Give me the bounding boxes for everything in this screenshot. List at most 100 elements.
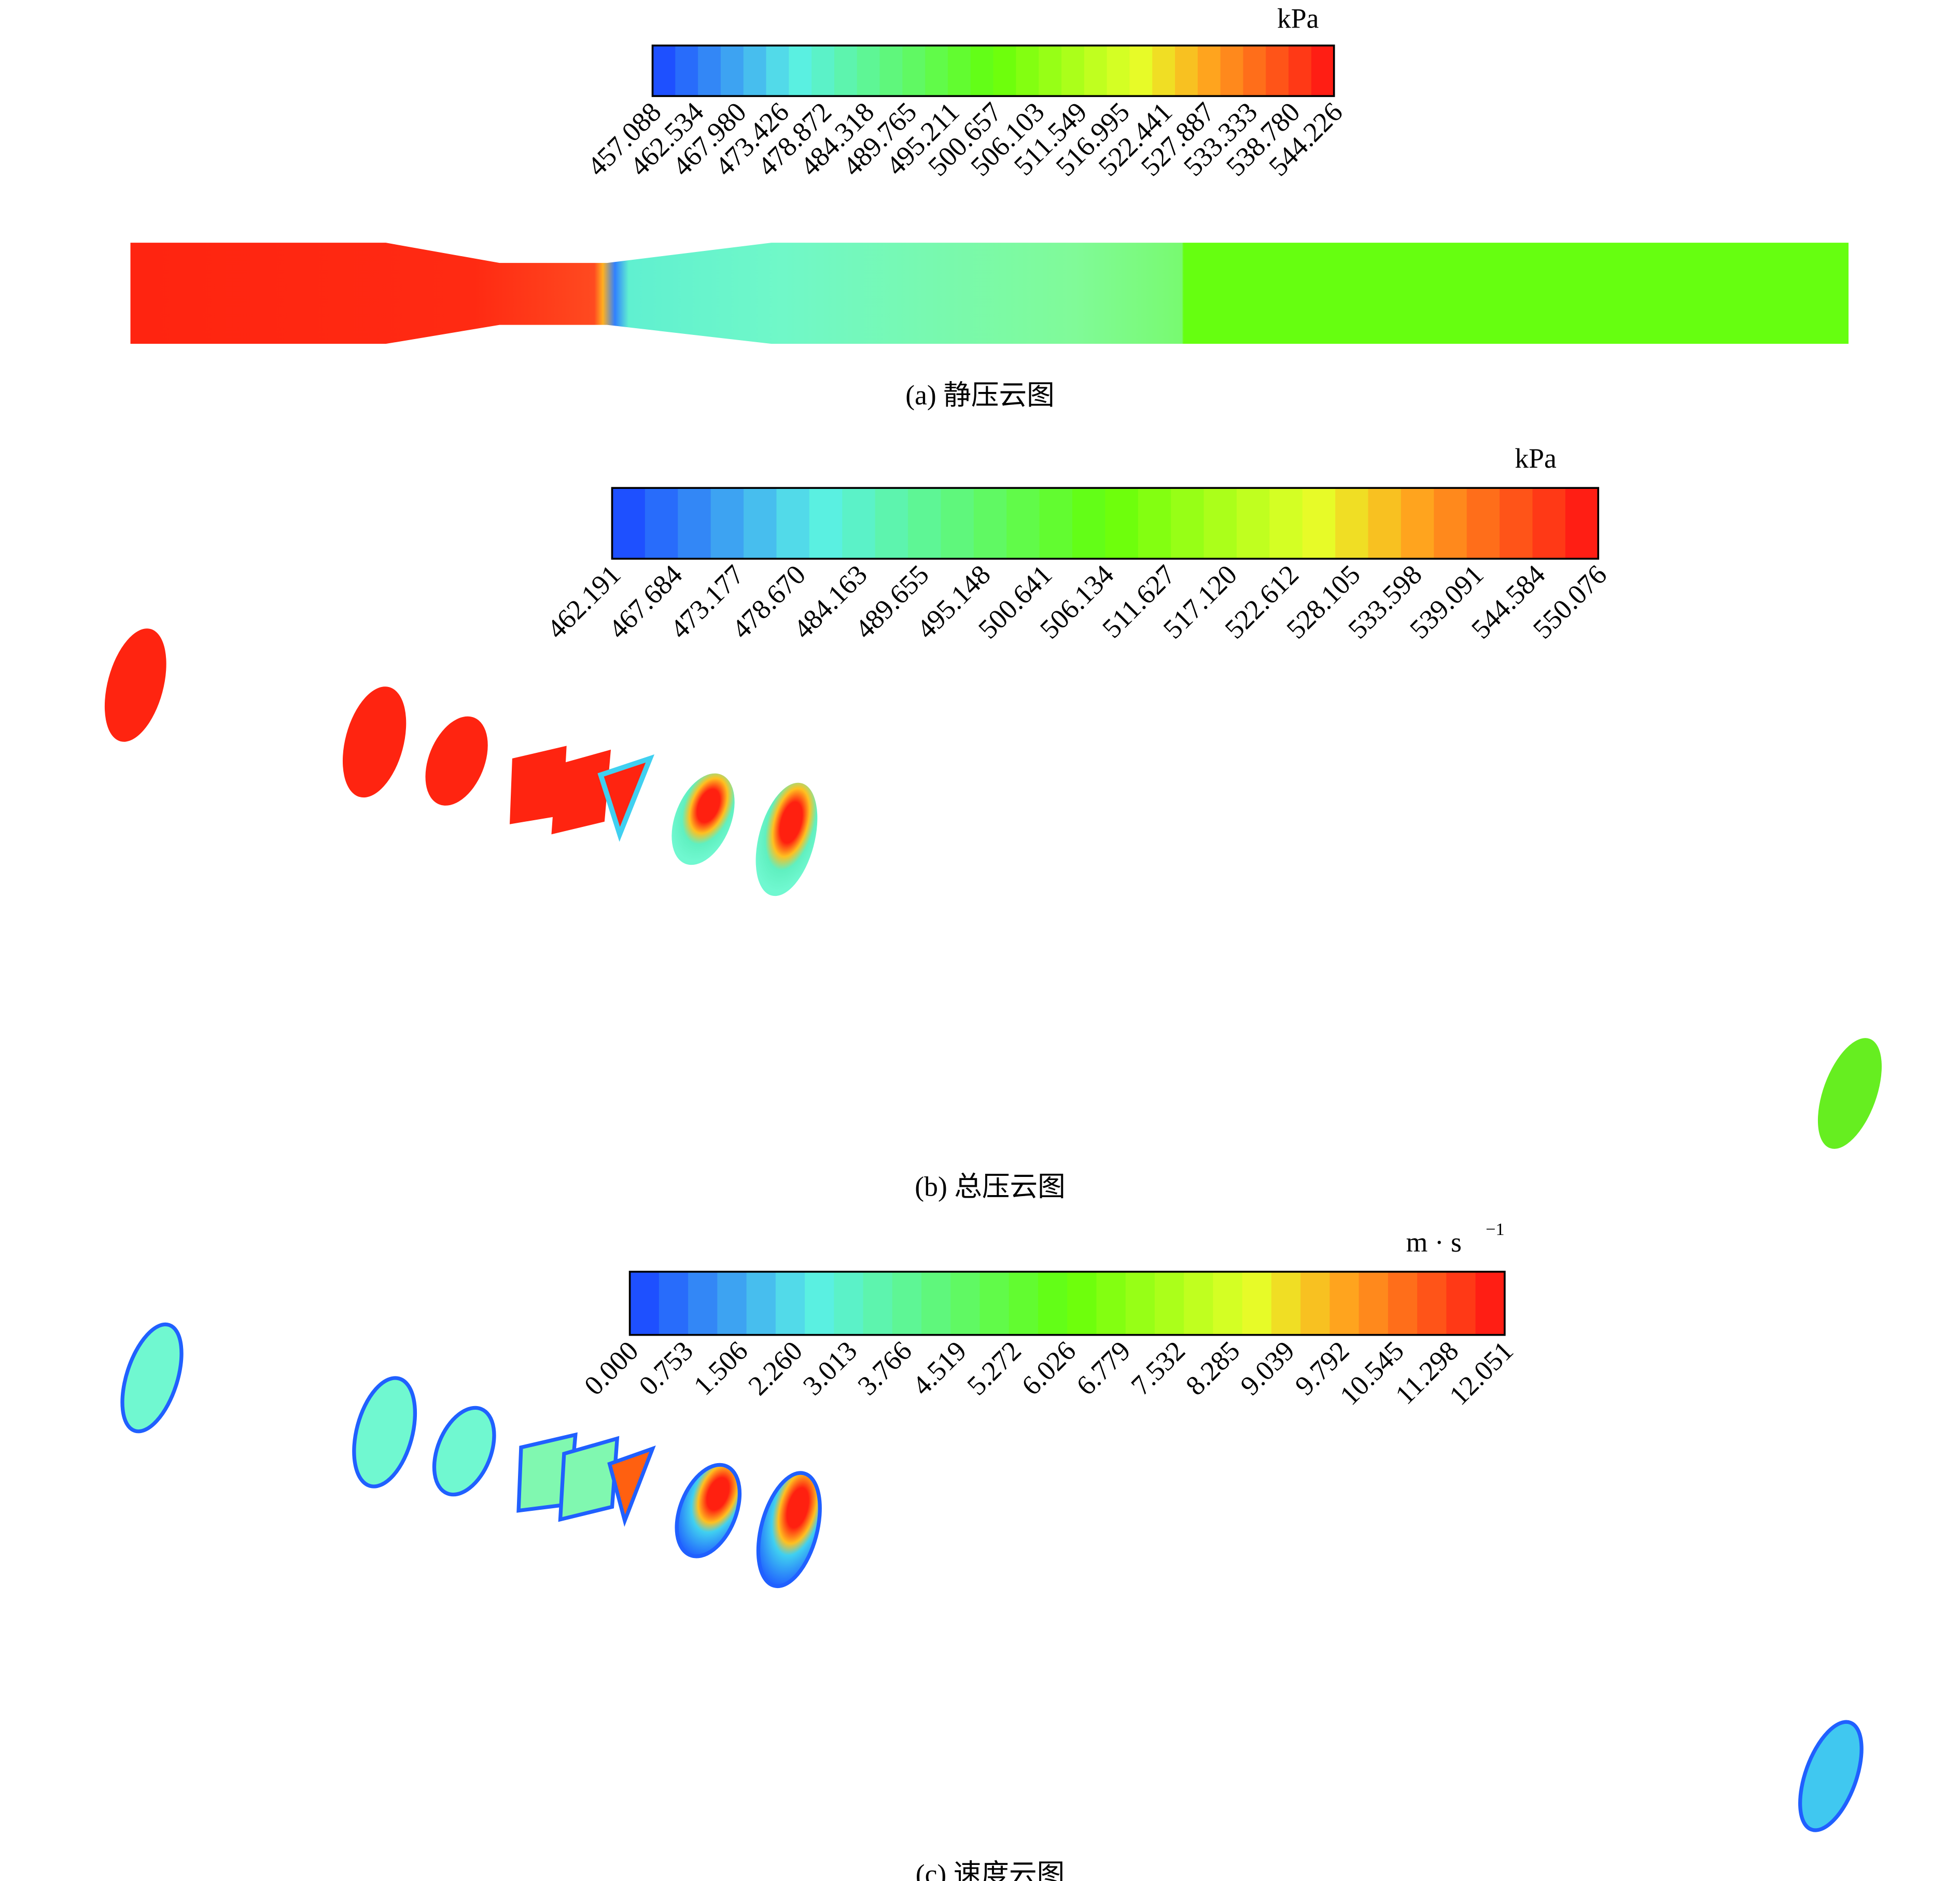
colorbar-step [1220, 45, 1244, 96]
colorbar-step [809, 488, 843, 559]
colorbar-step [1061, 45, 1085, 96]
colorbar-step [947, 45, 972, 96]
colorbar-step [1072, 488, 1106, 559]
colorbar-step [629, 1271, 660, 1335]
colorbar-step [1197, 45, 1221, 96]
colorbar-step [743, 45, 767, 96]
colorbar-step [979, 1271, 1010, 1335]
colorbar-step [842, 488, 876, 559]
colorbar-step [1084, 45, 1108, 96]
colorbar-label: 4.519 [906, 1335, 973, 1401]
colorbar-step [678, 488, 711, 559]
colorbar-step [717, 1271, 747, 1335]
colorbar-step [1368, 488, 1402, 559]
caption: (a) 静压云图 [905, 380, 1054, 411]
colorbar-step [834, 1271, 864, 1335]
colorbar-step [1213, 1271, 1243, 1335]
colorbar-step [659, 1271, 689, 1335]
colorbar-step [1359, 1271, 1389, 1335]
colorbar-step [675, 45, 699, 96]
total-pressure-sections [104, 628, 1882, 1149]
colorbar-step [1125, 1271, 1156, 1335]
colorbar-step [970, 45, 994, 96]
colorbar-step [766, 45, 790, 96]
caption: (c) 速度云图 [916, 1859, 1065, 1881]
colorbar-step [1242, 1271, 1272, 1335]
colorbar-step [1038, 1271, 1068, 1335]
colorbar-step [925, 45, 949, 96]
colorbar-step [1154, 1271, 1185, 1335]
unit: m · s [1406, 1227, 1462, 1258]
colorbar-step [1107, 45, 1130, 96]
colorbar-step [744, 488, 777, 559]
colorbar-step [811, 45, 835, 96]
colorbar-step [1466, 488, 1501, 559]
colorbar-label: 9.039 [1234, 1335, 1300, 1401]
colorbar-step [993, 45, 1017, 96]
colorbar-step [746, 1271, 777, 1335]
colorbar-step [1269, 488, 1303, 559]
colorbar-step [863, 1271, 893, 1335]
colorbar-step [875, 488, 909, 559]
colorbar-step [857, 45, 880, 96]
colorbar-step [775, 1271, 806, 1335]
colorbar-step [834, 45, 858, 96]
colorbar-step [1434, 488, 1467, 559]
colorbar-label: 7.532 [1125, 1335, 1191, 1401]
colorbar-step [1329, 1271, 1360, 1335]
caption: (b) 总压云图 [915, 1171, 1065, 1202]
colorbar-step [1039, 45, 1062, 96]
colorbar-step [908, 488, 942, 559]
colorbar-step [1039, 488, 1073, 559]
colorbar-label: 6.026 [1015, 1335, 1082, 1401]
colorbar-step [652, 45, 676, 96]
colorbar-step [720, 45, 744, 96]
colorbar-step [902, 45, 926, 96]
colorbar-step [892, 1271, 922, 1335]
colorbar-step [776, 488, 810, 559]
colorbar-step [1532, 488, 1566, 559]
colorbar-step [1105, 488, 1139, 559]
colorbar-frame [628, 1270, 1506, 1336]
colorbar-step [1401, 488, 1435, 559]
colorbar-step [973, 488, 1007, 559]
colorbar-step [1138, 488, 1172, 559]
colorbar-step [698, 45, 722, 96]
colorbar-step [1446, 1271, 1476, 1335]
colorbar-step [941, 488, 975, 559]
colorbar-step [1388, 1271, 1418, 1335]
colorbar-step [1243, 45, 1267, 96]
colorbar-step [1417, 1271, 1447, 1335]
colorbar-step [1311, 45, 1335, 96]
colorbar-step [789, 45, 813, 96]
pipe-contour [130, 243, 1849, 344]
colorbar-step [1067, 1271, 1097, 1335]
colorbar-step [1203, 488, 1238, 559]
unit: kPa [1277, 3, 1319, 34]
colorbar-frame [651, 44, 1335, 97]
colorbar-step [1016, 45, 1040, 96]
colorbar-step [645, 488, 679, 559]
colorbar-step [1271, 1271, 1301, 1335]
colorbar-label: 3.013 [797, 1335, 863, 1401]
colorbar-step [688, 1271, 718, 1335]
colorbar-step [1500, 488, 1533, 559]
colorbar-label: 8.285 [1180, 1335, 1246, 1401]
colorbar-step [1152, 45, 1176, 96]
colorbar-label: 6.779 [1070, 1335, 1137, 1401]
colorbar-step [1300, 1271, 1331, 1335]
colorbar-step [1236, 488, 1270, 559]
colorbar-step [1129, 45, 1153, 96]
colorbar-step [1184, 1271, 1214, 1335]
colorbar-label: 1.506 [688, 1335, 754, 1401]
colorbar-step [1096, 1271, 1126, 1335]
colorbar-label: 5.272 [961, 1335, 1027, 1401]
colorbar-label: 2.260 [742, 1335, 808, 1401]
colorbar-step [1009, 1271, 1039, 1335]
colorbar-step [612, 488, 646, 559]
colorbar-label: 12.051 [1443, 1335, 1519, 1411]
colorbar-label: 0.753 [633, 1335, 699, 1401]
unit-exponent: −1 [1486, 1220, 1504, 1239]
